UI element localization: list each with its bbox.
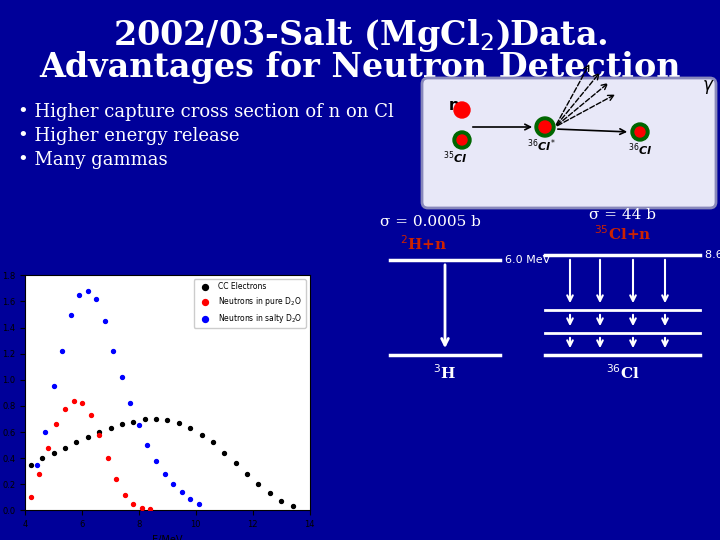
- Text: 6.0 MeV: 6.0 MeV: [505, 255, 550, 265]
- CC Electrons: [127, 417, 139, 426]
- CC Electrons: [150, 415, 162, 423]
- Neutrons in pure D$_2$O: [136, 503, 148, 512]
- CC Electrons: [48, 449, 59, 457]
- CC Electrons: [276, 497, 287, 505]
- Text: 8.6 MeV: 8.6 MeV: [705, 250, 720, 260]
- Text: 2002/03-Salt (MgCl$_2$)Data.: 2002/03-Salt (MgCl$_2$)Data.: [112, 17, 608, 53]
- CC Electrons: [116, 420, 127, 429]
- Neutrons in pure D$_2$O: [94, 430, 105, 439]
- Text: Advantages for Neutron Detection: Advantages for Neutron Detection: [40, 51, 680, 84]
- Circle shape: [453, 131, 471, 149]
- Neutrons in salty D$_2$O: [150, 456, 162, 465]
- Text: $^{35}$Cl: $^{35}$Cl: [443, 150, 467, 166]
- CC Electrons: [264, 489, 276, 498]
- CC Electrons: [253, 480, 264, 489]
- Neutrons in pure D$_2$O: [127, 500, 139, 508]
- Neutrons in pure D$_2$O: [119, 490, 130, 499]
- Text: • Many gammas: • Many gammas: [18, 151, 168, 169]
- CC Electrons: [219, 449, 230, 457]
- Neutrons in pure D$_2$O: [68, 396, 79, 405]
- Neutrons in salty D$_2$O: [40, 428, 51, 436]
- CC Electrons: [230, 459, 241, 468]
- Neutrons in pure D$_2$O: [59, 404, 71, 413]
- Text: $^{3}$H: $^{3}$H: [433, 363, 456, 382]
- Neutrons in salty D$_2$O: [133, 421, 145, 430]
- Neutrons in pure D$_2$O: [145, 505, 156, 514]
- Neutrons in pure D$_2$O: [76, 399, 88, 408]
- Circle shape: [535, 117, 555, 137]
- Circle shape: [539, 121, 551, 133]
- Neutrons in salty D$_2$O: [73, 291, 85, 299]
- Neutrons in salty D$_2$O: [184, 494, 196, 503]
- Text: $\gamma$: $\gamma$: [702, 78, 714, 96]
- Neutrons in salty D$_2$O: [142, 441, 153, 449]
- CC Electrons: [25, 460, 37, 469]
- X-axis label: E/MeV: E/MeV: [152, 535, 183, 540]
- Neutrons in salty D$_2$O: [91, 294, 102, 303]
- CC Electrons: [184, 424, 196, 433]
- Neutrons in salty D$_2$O: [193, 500, 204, 508]
- CC Electrons: [59, 443, 71, 452]
- CC Electrons: [241, 469, 253, 478]
- Text: σ = 0.0005 b: σ = 0.0005 b: [380, 215, 481, 229]
- Neutrons in pure D$_2$O: [85, 411, 96, 420]
- Text: • Higher capture cross section of n on Cl: • Higher capture cross section of n on C…: [18, 103, 394, 121]
- Neutrons in salty D$_2$O: [99, 317, 111, 326]
- Text: $^{35}$Cl+n: $^{35}$Cl+n: [594, 225, 652, 244]
- Circle shape: [635, 127, 645, 137]
- FancyBboxPatch shape: [422, 78, 716, 208]
- Neutrons in salty D$_2$O: [125, 399, 136, 408]
- Neutrons in pure D$_2$O: [34, 469, 45, 478]
- Text: • Higher energy release: • Higher energy release: [18, 127, 240, 145]
- Neutrons in salty D$_2$O: [65, 310, 76, 319]
- CC Electrons: [173, 418, 184, 427]
- Circle shape: [454, 102, 470, 118]
- Neutrons in salty D$_2$O: [31, 460, 42, 469]
- Neutrons in pure D$_2$O: [102, 454, 114, 462]
- CC Electrons: [71, 438, 82, 447]
- Text: σ = 44 b: σ = 44 b: [589, 208, 656, 222]
- Neutrons in salty D$_2$O: [56, 347, 68, 355]
- Neutrons in salty D$_2$O: [48, 382, 59, 390]
- CC Electrons: [287, 502, 298, 511]
- Neutrons in pure D$_2$O: [42, 443, 54, 452]
- Neutrons in salty D$_2$O: [82, 287, 94, 295]
- Neutrons in pure D$_2$O: [50, 420, 62, 429]
- Text: $^{36}$Cl: $^{36}$Cl: [628, 141, 652, 158]
- Text: $^{2}$H+n: $^{2}$H+n: [400, 235, 447, 253]
- Text: $\mathbf{n}$: $\mathbf{n}$: [448, 98, 459, 112]
- CC Electrons: [94, 428, 105, 436]
- Neutrons in salty D$_2$O: [116, 373, 127, 381]
- Neutrons in salty D$_2$O: [167, 480, 179, 489]
- CC Electrons: [162, 416, 174, 424]
- CC Electrons: [82, 433, 94, 442]
- CC Electrons: [37, 454, 48, 462]
- Text: $^{36}$Cl$^*$: $^{36}$Cl$^*$: [527, 138, 557, 154]
- Neutrons in pure D$_2$O: [25, 493, 37, 502]
- Circle shape: [631, 123, 649, 141]
- Text: $^{36}$Cl: $^{36}$Cl: [606, 363, 639, 382]
- CC Electrons: [105, 424, 117, 433]
- Neutrons in salty D$_2$O: [159, 469, 171, 478]
- CC Electrons: [139, 415, 150, 423]
- Neutrons in salty D$_2$O: [107, 347, 119, 355]
- CC Electrons: [207, 438, 219, 447]
- CC Electrons: [196, 430, 207, 439]
- Legend: CC Electrons, Neutrons in pure D$_2$O, Neutrons in salty D$_2$O: CC Electrons, Neutrons in pure D$_2$O, N…: [194, 279, 306, 328]
- Neutrons in salty D$_2$O: [176, 488, 187, 496]
- Neutrons in pure D$_2$O: [110, 475, 122, 483]
- Circle shape: [457, 135, 467, 145]
